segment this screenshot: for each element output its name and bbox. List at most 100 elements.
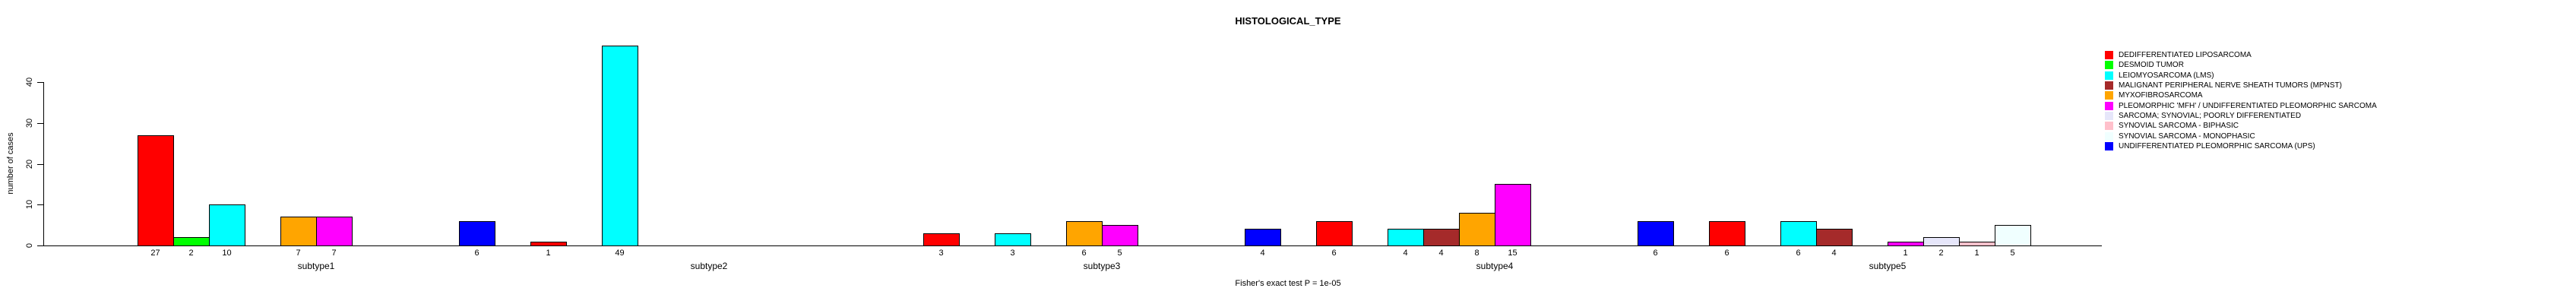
group-label: subtype2 [690,261,728,271]
legend-label: LEIOMYOSARCOMA (LMS) [2119,71,2214,80]
legend-label: PLEOMORPHIC 'MFH' / UNDIFFERENTIATED PLE… [2119,101,2377,110]
legend-swatch [2105,122,2113,131]
y-tick-label: 10 [25,200,34,210]
legend-swatch [2105,71,2113,80]
bar [1888,242,1924,246]
group-label: subtype4 [1476,261,1514,271]
bar-value-label: 6 [1653,249,1658,258]
legend-swatch [2105,142,2113,151]
bar-value-label: 4 [1260,249,1265,258]
bar-value-label: 15 [1508,249,1517,258]
legend-row: SYNOVIAL SARCOMA - BIPHASIC [2105,122,2377,131]
bar-value-label: 4 [1438,249,1444,258]
bar [923,233,960,246]
bar [209,204,245,246]
bar-value-label: 49 [615,249,625,258]
bar-value-label: 1 [546,249,551,258]
legend-label: DEDIFFERENTIATED LIPOSARCOMA [2119,51,2252,59]
legend-row: DEDIFFERENTIATED LIPOSARCOMA [2105,51,2377,59]
bar [173,237,210,246]
chart-title: HISTOLOGICAL_TYPE [1235,15,1341,27]
group-label: subtype1 [297,261,335,271]
bar [138,135,174,246]
legend-label: UNDIFFERENTIATED PLEOMORPHIC SARCOMA (UP… [2119,142,2315,151]
y-tick-mark [37,245,43,246]
bar-value-label: 7 [296,249,301,258]
bar [1995,225,2031,246]
legend-swatch [2105,61,2113,70]
bar-value-label: 5 [2010,249,2015,258]
legend-label: SYNOVIAL SARCOMA - MONOPHASIC [2119,131,2255,141]
bar-value-label: 10 [222,249,232,258]
legend-swatch [2105,91,2113,100]
legend-swatch [2105,112,2113,121]
legend-swatch [2105,81,2113,90]
bar [1459,213,1495,246]
bar [1245,229,1281,246]
y-tick-mark [37,122,43,124]
caption: Fisher's exact test P = 1e-05 [1235,279,1341,288]
legend-label: SARCOMA; SYNOVIAL; POORLY DIFFERENTIATED [2119,112,2302,121]
legend-row: UNDIFFERENTIATED PLEOMORPHIC SARCOMA (UP… [2105,142,2377,151]
legend-label: MALIGNANT PERIPHERAL NERVE SHEATH TUMORS… [2119,81,2342,90]
bar-value-label: 6 [1081,249,1087,258]
legend-row: MALIGNANT PERIPHERAL NERVE SHEATH TUMORS… [2105,81,2377,90]
bar-value-label: 6 [1331,249,1337,258]
legend-label: MYXOFIBROSARCOMA [2119,91,2203,100]
bar [1816,229,1853,246]
legend-label: DESMOID TUMOR [2119,61,2184,70]
bar [1923,237,1960,246]
y-tick-mark [37,163,43,165]
y-tick-label: 0 [25,242,34,249]
legend-row: MYXOFIBROSARCOMA [2105,91,2377,100]
bar [1316,221,1353,246]
bar [1780,221,1817,246]
bar-value-label: 6 [474,249,479,258]
y-axis-line [43,82,44,246]
y-tick-mark [37,204,43,206]
legend-row: LEIOMYOSARCOMA (LMS) [2105,71,2377,80]
bar [995,233,1031,246]
bar-value-label: 3 [938,249,944,258]
bar-value-label: 27 [150,249,160,258]
group-label: subtype5 [1869,261,1907,271]
bar-value-label: 7 [331,249,337,258]
legend-row: SARCOMA; SYNOVIAL; POORLY DIFFERENTIATED [2105,112,2377,121]
legend-row: DESMOID TUMOR [2105,61,2377,70]
bar-value-label: 2 [1938,249,1944,258]
y-tick-label: 20 [25,159,34,169]
legend-swatch [2105,101,2113,110]
bar-value-label: 1 [1903,249,1908,258]
bar-value-label: 6 [1724,249,1729,258]
y-tick-label: 40 [25,77,34,87]
y-tick-mark [37,82,43,83]
bar [1102,225,1138,246]
bar [1388,229,1424,246]
bar-value-label: 8 [1474,249,1479,258]
legend-label: SYNOVIAL SARCOMA - BIPHASIC [2119,122,2239,131]
bar [1959,242,1995,246]
bar [280,217,317,246]
legend-row: SYNOVIAL SARCOMA - MONOPHASIC [2105,131,2377,141]
bar [1423,229,1460,246]
bar [530,242,567,246]
bar-value-label: 3 [1010,249,1015,258]
bar [1709,221,1745,246]
bar [602,46,638,246]
bar-value-label: 4 [1831,249,1837,258]
bar-value-label: 5 [1117,249,1122,258]
bar-value-label: 2 [188,249,194,258]
y-tick-label: 30 [25,118,34,128]
bar [459,221,495,246]
legend-row: PLEOMORPHIC 'MFH' / UNDIFFERENTIATED PLE… [2105,101,2377,110]
bar [1495,184,1531,246]
legend-swatch [2105,131,2113,141]
legend: DEDIFFERENTIATED LIPOSARCOMA DESMOID TUMO… [2105,51,2377,152]
bar-value-label: 4 [1403,249,1408,258]
y-axis-label: number of cases [6,132,15,195]
bar [316,217,353,246]
group-label: subtype3 [1083,261,1121,271]
bar-value-label: 1 [1974,249,1979,258]
bar-value-label: 6 [1796,249,1801,258]
